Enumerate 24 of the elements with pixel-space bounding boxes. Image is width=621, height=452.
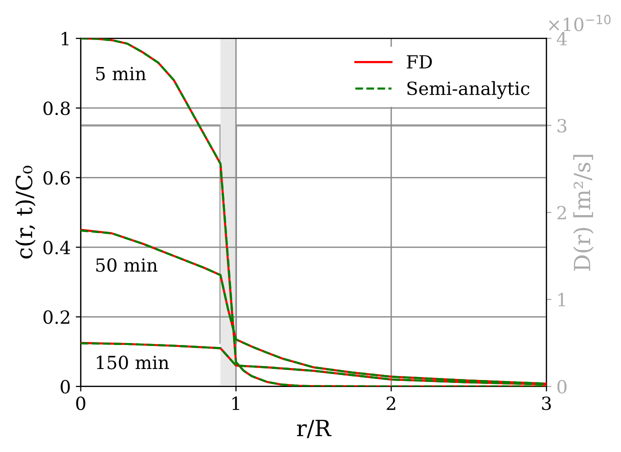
legend-label: FD <box>406 55 432 68</box>
y-tick-label: 0 <box>60 380 70 394</box>
y2-tick-label: 2 <box>557 206 566 220</box>
x-tick-label: 2 <box>386 396 396 410</box>
x-axis-title: r/R <box>296 420 332 438</box>
x-tick-label: 0 <box>76 396 86 410</box>
annotation: 150 min <box>96 356 169 370</box>
x-tick-label: 1 <box>232 396 240 410</box>
y-tick-label: 0.4 <box>43 240 70 254</box>
y-axis-title: c(r, t)/C₀ <box>15 166 36 259</box>
y-tick-label: 0.6 <box>43 171 70 185</box>
y2-tick-label: 3 <box>558 118 566 133</box>
x-tick-label: 3 <box>542 396 551 410</box>
y2-tick-label: 4 <box>556 32 567 46</box>
y-tick-label: 0.2 <box>43 310 70 324</box>
y2-tick-label: 1 <box>558 292 566 306</box>
y2-tick-label: 0 <box>557 380 566 394</box>
annotation: 50 min <box>96 258 158 272</box>
y2-axis-title: D(r) [m²/s] <box>573 154 594 271</box>
legend-label: Semi-analytic <box>407 81 530 99</box>
y-tick-label: 0.8 <box>43 101 70 116</box>
text: ×10$^{−10}$ <box>548 14 611 32</box>
y-tick-label: 1 <box>62 32 68 46</box>
annotation: 5 min <box>96 66 146 80</box>
